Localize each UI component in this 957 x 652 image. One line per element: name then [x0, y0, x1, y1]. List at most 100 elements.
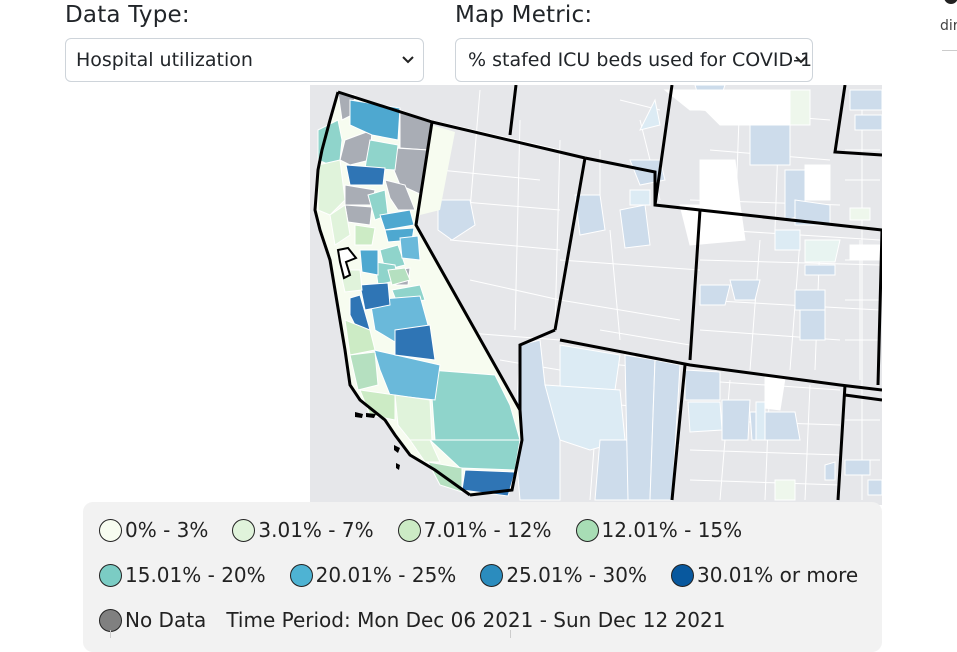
county [679, 204, 746, 246]
county [755, 401, 766, 441]
county [774, 229, 801, 251]
county [774, 479, 796, 501]
county [344, 319, 376, 356]
county [594, 439, 631, 501]
channel-islands [355, 412, 400, 470]
county [687, 401, 723, 433]
county [384, 179, 416, 211]
other-state-highlights [437, 85, 882, 501]
legend-swatch [397, 518, 421, 542]
legend-swatch [99, 518, 122, 542]
county [349, 351, 379, 391]
county [354, 224, 376, 246]
state-borders [313, 85, 882, 501]
legend-label: 7.01% - 12% [423, 518, 552, 542]
county [344, 204, 373, 226]
legend-label: 30.01% or more [696, 563, 859, 587]
county-map[interactable] [310, 85, 882, 505]
legend-item: 20.01% - 25% [289, 563, 457, 587]
legend-swatch [99, 608, 122, 632]
legend-row-2: 15.01% - 20% 20.01% - 25% 25.01% - 30% 3… [99, 563, 882, 587]
county [437, 199, 476, 241]
county [804, 164, 831, 201]
county [684, 369, 721, 401]
county [387, 267, 411, 286]
county [867, 479, 882, 496]
county [789, 89, 811, 126]
county [849, 207, 871, 221]
county [849, 89, 882, 111]
legend-label: 0% - 3% [125, 518, 209, 542]
legend-swatch [480, 563, 504, 587]
legend-row-3: No Data Time Period: Mon Dec 06 2021 - S… [99, 608, 725, 632]
legend-label: 20.01% - 25% [315, 563, 457, 587]
county [854, 114, 882, 131]
county [749, 124, 791, 166]
legend-label: 15.01% - 20% [125, 563, 266, 587]
data-type-select[interactable]: Hospital utilization [65, 38, 424, 82]
legend-item: 3.01% - 7% [232, 518, 374, 542]
county [804, 264, 836, 276]
legend-label: No Data [125, 608, 207, 632]
nevada-strip [416, 125, 455, 225]
county [359, 249, 379, 276]
county [345, 164, 386, 186]
county [824, 461, 836, 481]
county [409, 439, 441, 463]
county [394, 324, 436, 361]
county [429, 369, 521, 441]
county [794, 289, 826, 311]
legend-item-no-data: No Data [99, 608, 206, 632]
divider [942, 50, 957, 51]
legend-item: 30.01% or more [670, 563, 859, 587]
data-type-label: Data Type: [65, 2, 190, 28]
time-period: Time Period: Mon Dec 06 2021 - Sun Dec 1… [226, 608, 726, 632]
county [721, 399, 751, 441]
legend-row-1: 0% - 3% 3.01% - 7% 7.01% - 12% 12.01% - … [99, 518, 766, 542]
legend-label: 3.01% - 7% [258, 518, 374, 542]
county [639, 98, 661, 131]
map-metric-select[interactable]: % stafed ICU beds used for COVID-19 [455, 38, 813, 82]
divider [510, 630, 511, 638]
california-counties [314, 91, 523, 497]
county [461, 469, 516, 497]
county [619, 204, 651, 249]
legend-swatch [99, 563, 122, 587]
legend-item: 12.01% - 15% [575, 518, 743, 542]
county [849, 244, 881, 261]
partial-text: dir [940, 18, 957, 34]
legend-label: 25.01% - 30% [506, 563, 647, 587]
data-type-value: Hospital utilization [76, 49, 253, 71]
legend-swatch [232, 518, 256, 542]
county [729, 279, 761, 301]
partial-icon [944, 0, 957, 4]
legend-item: 7.01% - 12% [397, 518, 552, 542]
legend-item: 0% - 3% [99, 518, 208, 542]
legend-item: 25.01% - 30% [480, 563, 647, 587]
legend-label: 12.01% - 15% [601, 518, 743, 542]
chevron-down-icon [795, 56, 807, 64]
county [317, 159, 346, 216]
county [329, 204, 351, 246]
county [799, 309, 826, 341]
county [629, 189, 651, 206]
county [349, 99, 401, 141]
county [804, 239, 841, 263]
divider [110, 630, 111, 638]
county [364, 139, 399, 171]
county [699, 159, 741, 206]
county [844, 459, 871, 476]
legend-swatch [670, 563, 694, 587]
chevron-down-icon [402, 56, 414, 64]
county [379, 209, 415, 231]
county [359, 282, 391, 311]
county [399, 235, 421, 261]
bay-water [336, 246, 358, 280]
legend-swatch [289, 563, 313, 587]
legend-item: 15.01% - 20% [99, 563, 266, 587]
legend-swatch [575, 518, 599, 542]
county [574, 194, 606, 236]
map-metric-value: % stafed ICU beds used for COVID-19 [468, 49, 813, 71]
county [699, 284, 731, 306]
map-legend: 0% - 3% 3.01% - 7% 7.01% - 12% 12.01% - … [83, 502, 882, 652]
